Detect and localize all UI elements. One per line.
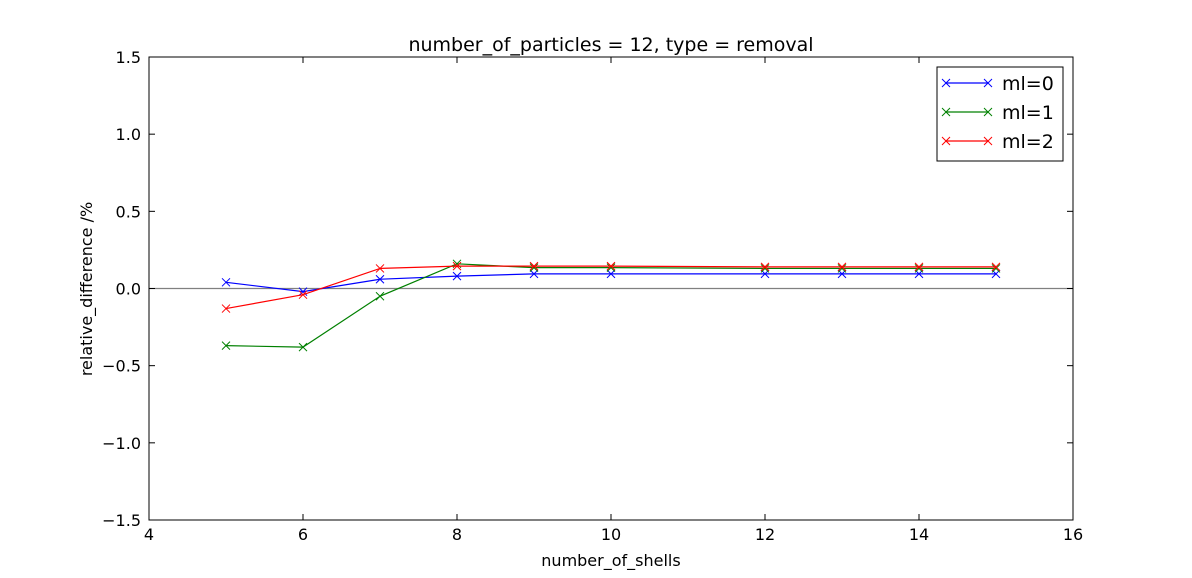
legend: ml=0 ml=1 ml=2 <box>936 66 1064 162</box>
marker-stroke <box>298 287 308 296</box>
y-tick-label: 1.5 <box>116 48 141 67</box>
data-point <box>606 261 616 271</box>
marker-stroke <box>452 271 462 281</box>
data-point <box>221 277 231 287</box>
marker-stroke <box>298 342 308 352</box>
marker-stroke <box>298 290 308 300</box>
data-point <box>375 264 385 273</box>
data-point <box>914 264 924 273</box>
marker-stroke <box>221 277 231 287</box>
data-point <box>837 264 847 273</box>
marker-stroke <box>221 341 231 350</box>
legend-marker <box>941 78 951 88</box>
marker-stroke <box>991 264 1001 273</box>
y-axis-label: relative_difference /% <box>77 202 97 376</box>
marker-stroke <box>606 261 616 271</box>
marker-stroke <box>983 78 993 88</box>
x-tick-label: 16 <box>1063 525 1083 544</box>
marker-stroke <box>529 261 539 271</box>
data-point <box>452 271 462 281</box>
data-point <box>221 341 231 350</box>
legend-label: ml=0 <box>1002 73 1054 95</box>
marker-stroke <box>375 264 385 273</box>
x-tick-label: 14 <box>909 525 929 544</box>
marker-stroke <box>837 264 847 273</box>
marker-stroke <box>941 78 951 88</box>
data-point <box>375 291 385 301</box>
legend-label: ml=1 <box>1002 102 1054 124</box>
marker-stroke <box>375 274 385 284</box>
marker-stroke <box>760 262 770 272</box>
marker-stroke <box>375 291 385 301</box>
x-tick-label: 12 <box>755 525 775 544</box>
legend-item: ml=2 <box>941 131 1054 153</box>
x-tick-label: 4 <box>144 525 154 544</box>
marker-stroke <box>606 269 616 279</box>
marker-stroke <box>452 261 462 271</box>
marker-stroke <box>941 107 951 117</box>
data-point <box>452 261 462 271</box>
data-point <box>606 269 616 279</box>
series-line <box>225 263 996 348</box>
data-point <box>298 342 308 352</box>
data-point <box>760 264 770 273</box>
data-point <box>529 263 539 273</box>
data-point <box>991 264 1001 273</box>
data-point <box>914 262 924 272</box>
x-tick-label: 6 <box>298 525 308 544</box>
axis-ticks: 4 6 8 10 12 14 16 −1.5 −1.0 −0.5 0.0 0.5 1.0 1.5 <box>102 48 1083 544</box>
axes-frame <box>148 56 1074 521</box>
chart-title: number_of_particles = 12, type = removal <box>408 34 813 56</box>
x-tick-label: 8 <box>452 525 462 544</box>
legend-item: ml=0 <box>941 73 1054 95</box>
legend-marker <box>941 136 951 146</box>
series-layer <box>221 259 1001 352</box>
marker-stroke <box>983 136 993 146</box>
y-tick-label: 0.5 <box>116 202 141 221</box>
data-point <box>529 261 539 271</box>
legend-item: ml=1 <box>941 102 1054 124</box>
data-point <box>221 304 231 313</box>
x-tick-label: 10 <box>601 525 621 544</box>
data-point <box>991 262 1001 272</box>
data-point <box>760 262 770 272</box>
data-point <box>529 269 539 279</box>
y-tick-label: −1.0 <box>102 434 141 453</box>
x-axis-label: number_of_shells <box>541 551 680 571</box>
marker-stroke <box>221 304 231 313</box>
marker-stroke <box>941 136 951 146</box>
y-tick-label: −0.5 <box>102 357 141 376</box>
series-line <box>225 265 996 310</box>
marker-stroke <box>760 264 770 273</box>
y-tick-label: 0.0 <box>116 280 141 299</box>
data-point <box>606 263 616 273</box>
marker-stroke <box>991 262 1001 272</box>
y-tick-label: −1.5 <box>102 511 141 530</box>
data-point <box>837 262 847 272</box>
legend-marker <box>941 107 951 117</box>
legend-marker <box>983 107 993 117</box>
marker-stroke <box>914 262 924 272</box>
legend-marker <box>983 136 993 146</box>
marker-stroke <box>606 263 616 273</box>
series-line <box>225 273 996 293</box>
marker-stroke <box>529 263 539 273</box>
legend-label: ml=2 <box>1002 131 1054 153</box>
marker-stroke <box>837 262 847 272</box>
legend-marker <box>983 78 993 88</box>
y-tick-label: 1.0 <box>116 125 141 144</box>
marker-stroke <box>983 107 993 117</box>
data-point <box>298 290 308 300</box>
series-ml=2 <box>221 261 1001 313</box>
data-point <box>375 274 385 284</box>
series-ml=1 <box>221 259 1001 352</box>
marker-stroke <box>529 269 539 279</box>
marker-stroke <box>914 264 924 273</box>
